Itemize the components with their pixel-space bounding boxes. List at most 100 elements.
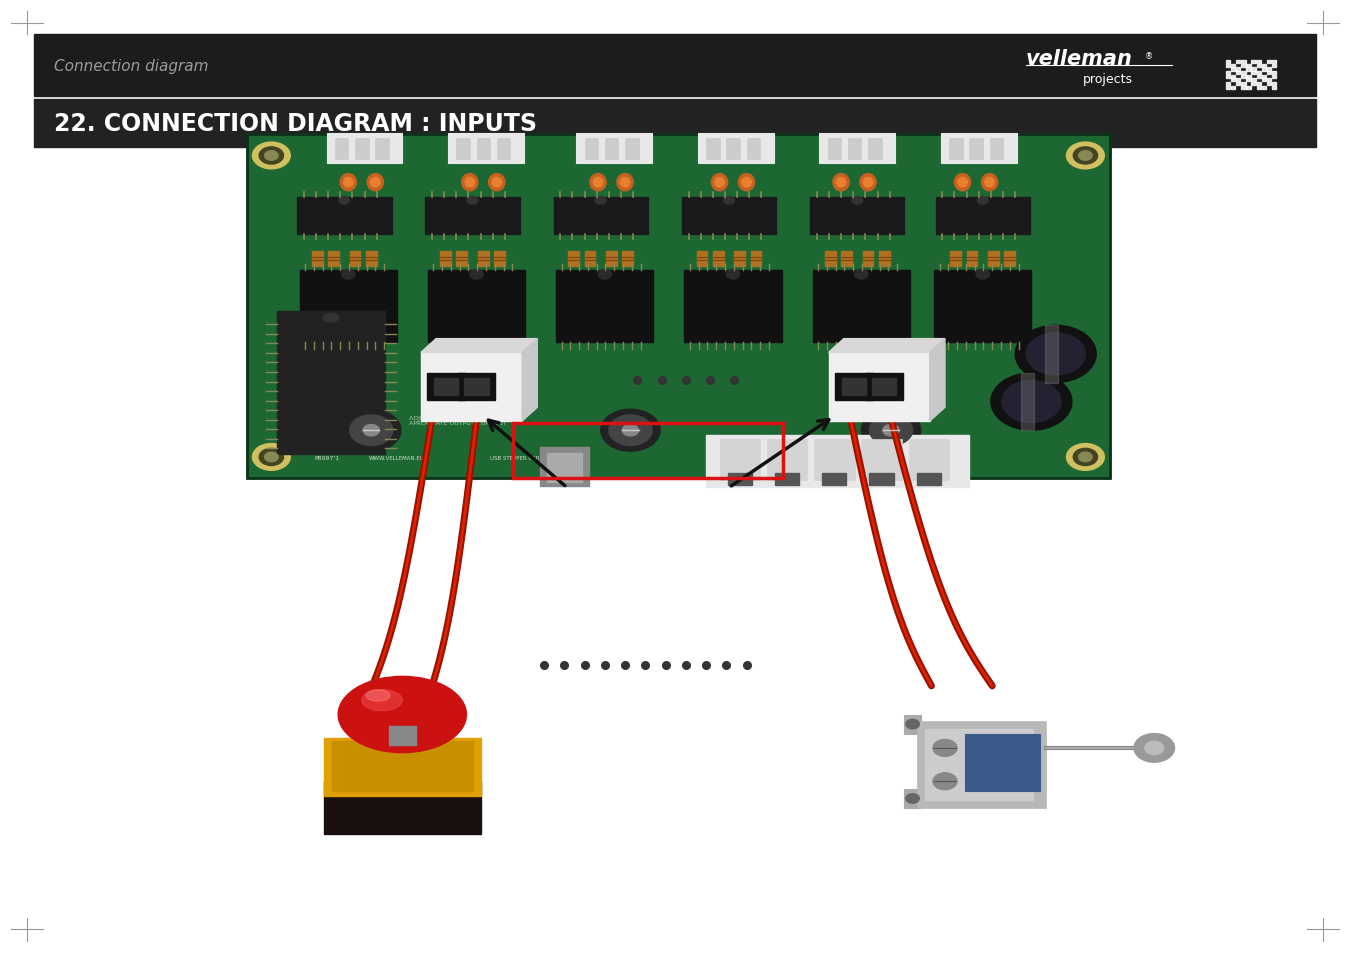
Bar (1246, 87, 1250, 90)
Bar (969, 139, 983, 160)
Text: P8097'1: P8097'1 (315, 456, 340, 460)
Ellipse shape (362, 690, 402, 711)
Bar (1226, 87, 1230, 90)
Circle shape (339, 197, 350, 205)
Bar (904, 789, 921, 808)
Ellipse shape (491, 178, 502, 188)
Bar (941, 133, 1017, 164)
Circle shape (977, 197, 988, 205)
Bar (1226, 83, 1230, 86)
Bar (458, 374, 495, 400)
Ellipse shape (367, 174, 383, 192)
Bar (554, 198, 648, 234)
Bar (1237, 79, 1241, 82)
Circle shape (976, 271, 990, 280)
Bar (547, 454, 582, 482)
Circle shape (861, 410, 921, 452)
Ellipse shape (370, 178, 381, 188)
Circle shape (1026, 334, 1085, 375)
Circle shape (1066, 444, 1104, 471)
Ellipse shape (593, 178, 602, 188)
Circle shape (470, 271, 483, 280)
Bar (1251, 83, 1256, 86)
Bar (1262, 75, 1266, 79)
Bar (697, 252, 707, 267)
Bar (540, 448, 589, 486)
Circle shape (601, 410, 660, 452)
Text: WWW.VELLEMAN.EU: WWW.VELLEMAN.EU (369, 456, 424, 460)
Bar (879, 252, 890, 267)
Bar (936, 198, 1030, 234)
Bar (456, 252, 467, 267)
Bar (965, 734, 1040, 791)
Bar (1021, 374, 1034, 431)
Bar (1272, 61, 1276, 64)
Bar (300, 272, 397, 343)
Ellipse shape (323, 314, 339, 323)
Bar (568, 252, 579, 267)
Bar (1241, 72, 1246, 75)
Bar (324, 739, 481, 796)
Circle shape (1066, 143, 1104, 170)
Ellipse shape (716, 178, 725, 188)
Bar (751, 252, 761, 267)
Bar (297, 198, 392, 234)
Bar (682, 198, 776, 234)
Bar (464, 378, 489, 395)
Bar (868, 139, 882, 160)
Circle shape (342, 410, 401, 452)
Circle shape (342, 271, 355, 280)
Bar (34, 100, 1316, 148)
Circle shape (883, 425, 899, 436)
Bar (713, 252, 724, 267)
Circle shape (467, 197, 478, 205)
Bar (1251, 61, 1256, 64)
Bar (990, 139, 1003, 160)
Circle shape (1079, 152, 1092, 161)
Bar (606, 252, 617, 267)
Bar (1272, 72, 1276, 75)
Bar (1257, 65, 1261, 68)
Text: Connection diagram: Connection diagram (54, 59, 208, 73)
Bar (863, 252, 873, 267)
Circle shape (595, 197, 606, 205)
Circle shape (869, 416, 913, 446)
Bar (684, 272, 782, 343)
Bar (1272, 83, 1276, 86)
Bar (865, 374, 903, 400)
Circle shape (724, 197, 734, 205)
Bar (861, 439, 902, 480)
Polygon shape (421, 339, 537, 353)
Bar (576, 133, 652, 164)
Bar (822, 474, 846, 485)
Ellipse shape (343, 178, 354, 188)
Bar (1241, 75, 1246, 79)
Text: projects: projects (1083, 73, 1133, 87)
Circle shape (609, 416, 652, 446)
Bar (1257, 72, 1261, 75)
Polygon shape (522, 339, 537, 421)
Ellipse shape (738, 174, 755, 192)
Bar (904, 715, 921, 734)
Bar (828, 139, 841, 160)
Circle shape (1145, 741, 1164, 755)
Bar (1272, 87, 1276, 90)
Bar (1251, 79, 1256, 82)
Bar (375, 139, 389, 160)
Bar (950, 252, 961, 267)
Bar (366, 252, 377, 267)
Bar (767, 439, 807, 480)
Bar (428, 272, 525, 343)
Circle shape (252, 143, 290, 170)
Bar (1231, 69, 1235, 71)
Ellipse shape (617, 174, 633, 192)
Ellipse shape (462, 174, 478, 192)
Bar (1241, 65, 1246, 68)
Bar (1257, 87, 1261, 90)
Bar (934, 272, 1031, 343)
Bar (848, 139, 861, 160)
Bar (513, 423, 783, 478)
Circle shape (622, 425, 639, 436)
Bar (872, 378, 896, 395)
Bar (456, 139, 470, 160)
